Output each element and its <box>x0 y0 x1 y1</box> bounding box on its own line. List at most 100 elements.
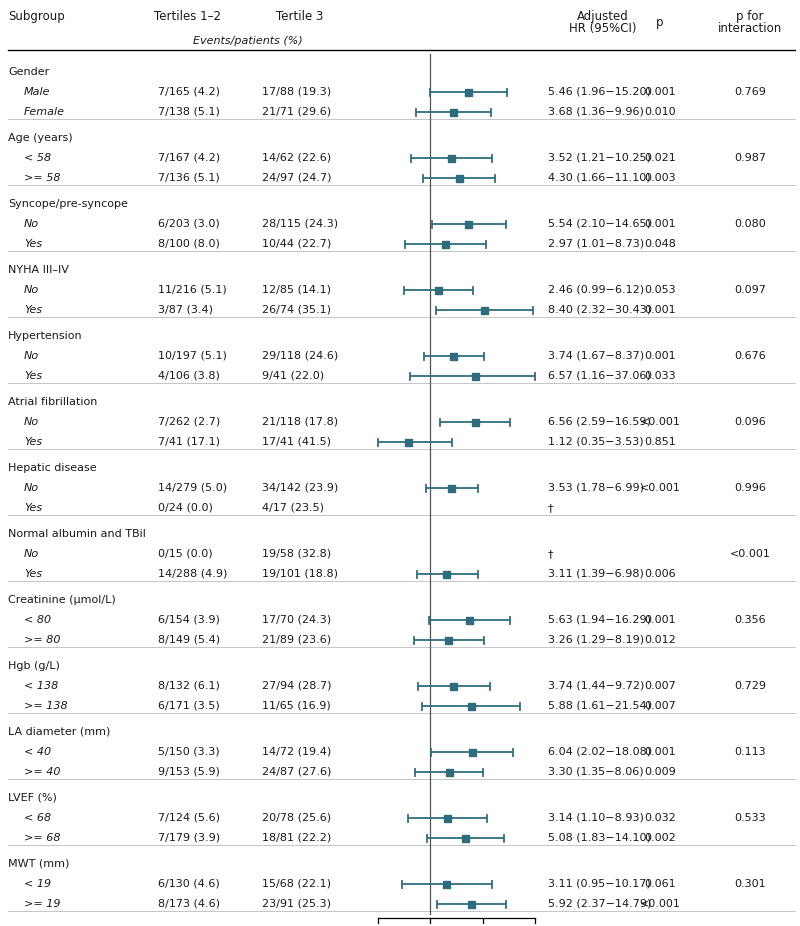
Text: 0.001: 0.001 <box>644 615 676 625</box>
Bar <box>448 484 455 492</box>
Bar <box>466 617 473 623</box>
Text: NYHA III–IV: NYHA III–IV <box>8 265 69 275</box>
Text: Tertiles 1–2: Tertiles 1–2 <box>154 10 222 23</box>
Text: 0.301: 0.301 <box>734 879 766 889</box>
Text: 0.356: 0.356 <box>734 615 766 625</box>
Text: 0.007: 0.007 <box>644 681 676 691</box>
Text: 8.40 (2.32−30.43): 8.40 (2.32−30.43) <box>548 305 651 315</box>
Text: 0.006: 0.006 <box>644 569 676 579</box>
Bar <box>450 682 458 690</box>
Text: 8/132 (6.1): 8/132 (6.1) <box>158 681 220 691</box>
Text: 6/203 (3.0): 6/203 (3.0) <box>158 219 220 229</box>
Text: No: No <box>24 351 39 361</box>
Bar <box>443 881 450 887</box>
Text: 0/24 (0.0): 0/24 (0.0) <box>158 503 213 513</box>
Text: No: No <box>24 483 39 493</box>
Text: Hypertension: Hypertension <box>8 331 82 341</box>
Text: Gender: Gender <box>8 67 50 77</box>
Text: No: No <box>24 417 39 427</box>
Text: Male: Male <box>24 87 50 97</box>
Text: 0.061: 0.061 <box>644 879 676 889</box>
Text: 3.14 (1.10−8.93): 3.14 (1.10−8.93) <box>548 813 644 823</box>
Text: 11/216 (5.1): 11/216 (5.1) <box>158 285 226 295</box>
Text: 14/288 (4.9): 14/288 (4.9) <box>158 569 227 579</box>
Text: 21/118 (17.8): 21/118 (17.8) <box>262 417 338 427</box>
Text: < 80: < 80 <box>24 615 51 625</box>
Text: 7/124 (5.6): 7/124 (5.6) <box>158 813 220 823</box>
Text: 17/70 (24.3): 17/70 (24.3) <box>262 615 331 625</box>
Text: 7/179 (3.9): 7/179 (3.9) <box>158 833 220 843</box>
Text: †: † <box>548 503 554 513</box>
Text: Yes: Yes <box>24 239 42 249</box>
Text: 0.021: 0.021 <box>644 153 676 163</box>
Bar <box>443 570 450 578</box>
Text: 0.002: 0.002 <box>644 833 676 843</box>
Bar <box>466 220 472 228</box>
Text: 0.851: 0.851 <box>644 437 676 447</box>
Text: 28/115 (24.3): 28/115 (24.3) <box>262 219 338 229</box>
Text: 0.987: 0.987 <box>734 153 766 163</box>
Bar <box>469 748 475 756</box>
Text: p: p <box>656 16 664 29</box>
Text: 20/78 (25.6): 20/78 (25.6) <box>262 813 331 823</box>
Text: 29/118 (24.6): 29/118 (24.6) <box>262 351 338 361</box>
Text: <0.001: <0.001 <box>639 417 681 427</box>
Text: 14/279 (5.0): 14/279 (5.0) <box>158 483 227 493</box>
Text: †: † <box>548 549 554 559</box>
Text: Adjusted: Adjusted <box>577 10 629 23</box>
Text: 7/167 (4.2): 7/167 (4.2) <box>158 153 220 163</box>
Text: 17/41 (41.5): 17/41 (41.5) <box>262 437 331 447</box>
Text: >= 19: >= 19 <box>24 899 61 909</box>
Text: 15/68 (22.1): 15/68 (22.1) <box>262 879 331 889</box>
Text: 5.08 (1.83−14.10): 5.08 (1.83−14.10) <box>548 833 651 843</box>
Text: 34/142 (23.9): 34/142 (23.9) <box>262 483 338 493</box>
Text: 14/72 (19.4): 14/72 (19.4) <box>262 747 331 757</box>
Text: 0.001: 0.001 <box>644 219 676 229</box>
Bar <box>434 286 442 294</box>
Bar <box>456 174 462 181</box>
Bar <box>450 108 457 116</box>
Text: 0.080: 0.080 <box>734 219 766 229</box>
Text: Female: Female <box>24 107 65 117</box>
Text: No: No <box>24 219 39 229</box>
Text: 21/89 (23.6): 21/89 (23.6) <box>262 635 331 645</box>
Text: 5.63 (1.94−16.29): 5.63 (1.94−16.29) <box>548 615 651 625</box>
Text: 5.46 (1.96−15.20): 5.46 (1.96−15.20) <box>548 87 651 97</box>
Text: Yes: Yes <box>24 305 42 315</box>
Text: HR (95%CI): HR (95%CI) <box>570 22 637 35</box>
Text: Events/patients (%): Events/patients (%) <box>193 36 303 46</box>
Text: Hepatic disease: Hepatic disease <box>8 463 97 473</box>
Text: >= 58: >= 58 <box>24 173 61 183</box>
Text: 7/41 (17.1): 7/41 (17.1) <box>158 437 220 447</box>
Text: No: No <box>24 285 39 295</box>
Text: 5.88 (1.61−21.54): 5.88 (1.61−21.54) <box>548 701 651 711</box>
Text: 10/44 (22.7): 10/44 (22.7) <box>262 239 331 249</box>
Text: LA diameter (mm): LA diameter (mm) <box>8 727 110 737</box>
Text: Tertile 3: Tertile 3 <box>276 10 324 23</box>
Text: 0.048: 0.048 <box>644 239 676 249</box>
Bar <box>472 419 478 426</box>
Text: No: No <box>24 549 39 559</box>
Bar <box>442 241 449 247</box>
Text: 0.097: 0.097 <box>734 285 766 295</box>
Text: 14/62 (22.6): 14/62 (22.6) <box>262 153 331 163</box>
Text: Yes: Yes <box>24 371 42 381</box>
Text: 19/58 (32.8): 19/58 (32.8) <box>262 549 331 559</box>
Text: < 138: < 138 <box>24 681 58 691</box>
Bar <box>467 703 474 709</box>
Text: 3.74 (1.44−9.72): 3.74 (1.44−9.72) <box>548 681 644 691</box>
Text: 0.007: 0.007 <box>644 701 676 711</box>
Text: Subgroup: Subgroup <box>8 10 65 23</box>
Text: 0.729: 0.729 <box>734 681 766 691</box>
Text: >= 80: >= 80 <box>24 635 61 645</box>
Text: 6/171 (3.5): 6/171 (3.5) <box>158 701 220 711</box>
Text: 3.30 (1.35−8.06): 3.30 (1.35−8.06) <box>548 767 644 777</box>
Text: 6.04 (2.02−18.08): 6.04 (2.02−18.08) <box>548 747 651 757</box>
Text: LVEF (%): LVEF (%) <box>8 793 57 803</box>
Text: 3.26 (1.29−8.19): 3.26 (1.29−8.19) <box>548 635 644 645</box>
Bar <box>465 89 472 95</box>
Text: >= 40: >= 40 <box>24 767 61 777</box>
Text: 4.30 (1.66−11.10): 4.30 (1.66−11.10) <box>548 173 650 183</box>
Bar <box>448 155 455 161</box>
Text: 5/150 (3.3): 5/150 (3.3) <box>158 747 220 757</box>
